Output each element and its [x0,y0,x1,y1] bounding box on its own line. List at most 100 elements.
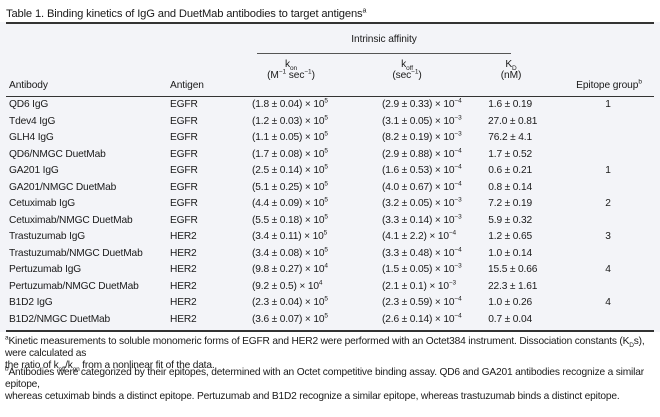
cell-kd: 1.7 ± 0.52 [488,148,532,160]
table-row: Trastuzumab/NMGC DuetMab HER2 (3.4 ± 0.08)… [0,246,660,261]
cell-koff: (8.2 ± 0.19) × 10−3 [382,130,462,143]
cell-antibody: GLH4 IgG [9,132,54,143]
cell-kd: 27.0 ± 0.81 [488,115,538,127]
cell-kd: 5.9 ± 0.32 [488,214,532,226]
header-kon-units: (M−1 sec−1) [267,68,315,81]
cell-koff: (3.3 ± 0.48) × 10−4 [382,246,462,259]
header-koff-units: (sec−1) [392,68,422,81]
header-group-label: Intrinsic affinity [351,34,417,45]
table-row: Cetuximab/NMGC DuetMab EGFR (5.5 ± 0.18) ×… [0,213,660,228]
cell-epitope-group: 4 [605,297,611,308]
cell-antigen: HER2 [170,264,197,275]
cell-antigen: HER2 [170,297,197,308]
table-row: B1D2/NMGC DuetMab HER2 (3.6 ± 0.07) × 105 (… [0,312,660,327]
cell-antigen: EGFR [170,198,198,209]
header-koff-symbol: koff [401,59,413,73]
caption-text: Table 1. Binding kinetics of IgG and Due… [6,8,363,20]
cell-kd: 7.2 ± 0.19 [488,198,532,209]
cell-kd: 1.0 ± 0.14 [488,247,532,259]
cell-kon: (1.2 ± 0.03) × 105 [252,114,328,127]
table-row: Pertuzumab/NMGC DuetMab HER2 (9.2 ± 0.5) ×… [0,279,660,294]
header-kd-symbol: KD [505,59,517,73]
cell-kd: 0.8 ± 0.14 [488,181,532,193]
table-row: Pertuzumab IgG HER2 (9.8 ± 0.27) × 104 (1.5… [0,263,660,277]
header-kd-units: (nM) [500,70,522,81]
cell-antibody: B1D2/NMGC DuetMab [9,313,111,325]
cell-antigen: EGFR [170,181,198,193]
cell-koff: (2.9 ± 0.33) × 10−4 [382,97,462,110]
cell-antigen: EGFR [170,115,198,127]
cell-kon: (1.8 ± 0.04) × 105 [252,97,328,110]
header-kon: kon (M−1 sec−1) [256,59,326,81]
cell-koff: (2.6 ± 0.14) × 10−4 [382,312,462,325]
cell-antibody: Pertuzumab/NMGC DuetMab [9,280,139,292]
cell-kon: (1.7 ± 0.08) × 105 [252,147,328,160]
table-top-rule [6,22,654,24]
cell-antigen: EGFR [170,214,198,226]
cell-kd: 1.0 ± 0.26 [488,297,532,308]
cell-koff: (4.0 ± 0.67) × 10−4 [382,180,462,193]
cell-antibody: Trastuzumab/NMGC DuetMab [9,247,143,259]
cell-kon: (2.5 ± 0.14) × 105 [252,163,328,176]
cell-kon: (9.8 ± 0.27) × 104 [252,262,328,275]
cell-epitope-group: 3 [605,231,611,242]
cell-antibody: Pertuzumab IgG [9,264,82,275]
table-caption: Table 1. Binding kinetics of IgG and Due… [6,3,366,25]
cell-kd: 15.5 ± 0.66 [488,264,538,275]
cell-antibody: Cetuximab IgG [9,198,75,209]
cell-kon: (2.3 ± 0.04) × 105 [252,295,328,308]
cell-antigen: HER2 [170,280,197,292]
caption-footnote-mark: a [362,7,367,15]
cell-kon: (1.1 ± 0.05) × 105 [252,130,328,143]
cell-antigen: EGFR [170,132,198,143]
cell-kon: (5.5 ± 0.18) × 105 [252,213,328,226]
cell-kd: 1.2 ± 0.65 [488,231,532,242]
header-bottom-rule [6,96,654,97]
cell-antigen: HER2 [170,231,197,242]
table-bottom-rule [6,330,654,332]
cell-koff: (3.2 ± 0.05) × 10−3 [382,196,462,209]
table-row: GLH4 IgG EGFR (1.1 ± 0.05) × 105 (8.2 ± 0.1… [0,131,660,145]
table-row: QD6/NMGC DuetMab EGFR (1.7 ± 0.08) × 105 (2… [0,147,660,162]
table-row: Cetuximab IgG EGFR (4.4 ± 0.09) × 105 (3.2 … [0,197,660,211]
cell-antigen: HER2 [170,313,197,325]
cell-kon: (5.1 ± 0.25) × 105 [252,180,328,193]
cell-koff: (1.5 ± 0.05) × 10−3 [382,262,462,275]
cell-kon: (9.2 ± 0.5) × 104 [252,279,323,292]
cell-antigen: EGFR [170,165,198,176]
header-koff: koff (sec−1) [372,59,442,81]
cell-koff: (2.1 ± 0.1) × 10−3 [382,279,457,292]
cell-koff: (3.3 ± 0.14) × 10−3 [382,213,462,226]
cell-kon: (3.6 ± 0.07) × 105 [252,312,328,325]
group-header-rule [257,53,511,54]
cell-antibody: Tdev4 IgG [9,115,56,127]
cell-koff: (1.6 ± 0.53) × 10−4 [382,163,462,176]
cell-kd: 1.6 ± 0.19 [488,99,532,110]
table-row: GA201 IgG EGFR (2.5 ± 0.14) × 105 (1.6 ± 0.… [0,164,660,178]
cell-epitope-group: 2 [605,198,611,209]
header-kd: KD (nM) [491,59,531,81]
header-intrinsic-affinity: Intrinsic affinity [257,34,511,45]
table-row: GA201/NMGC DuetMab EGFR (5.1 ± 0.25) × 105… [0,180,660,195]
table-row: QD6 IgG EGFR (1.8 ± 0.04) × 105 (2.9 ± 0.33… [0,98,660,112]
cell-antigen: HER2 [170,247,197,259]
cell-antibody: B1D2 IgG [9,297,53,308]
cell-koff: (3.1 ± 0.05) × 10−3 [382,114,462,127]
cell-epitope-group: 1 [605,165,611,176]
cell-kd: 76.2 ± 4.1 [488,132,532,143]
cell-kd: 0.6 ± 0.21 [488,165,532,176]
cell-antigen: EGFR [170,99,198,110]
cell-antibody: GA201/NMGC DuetMab [9,181,117,193]
cell-kon: (4.4 ± 0.09) × 105 [252,196,328,209]
cell-kd: 22.3 ± 1.61 [488,280,538,292]
cell-koff: (4.1 ± 2.2) × 10−4 [382,229,457,242]
cell-kd: 0.7 ± 0.04 [488,313,532,325]
header-antibody: Antibody [9,80,48,91]
header-epitope-group: Epitope groupb [576,78,642,91]
table-row: Trastuzumab IgG HER2 (3.4 ± 0.11) × 105 (4.… [0,230,660,244]
cell-kon: (3.4 ± 0.11) × 105 [252,229,328,242]
cell-antibody: Cetuximab/NMGC DuetMab [9,214,133,226]
cell-antibody: QD6/NMGC DuetMab [9,148,106,160]
footnote-a: aKinetic measurements to soluble monomer… [5,334,645,374]
table-row: Tdev4 IgG EGFR (1.2 ± 0.03) × 105 (3.1 ± 0.… [0,114,660,129]
